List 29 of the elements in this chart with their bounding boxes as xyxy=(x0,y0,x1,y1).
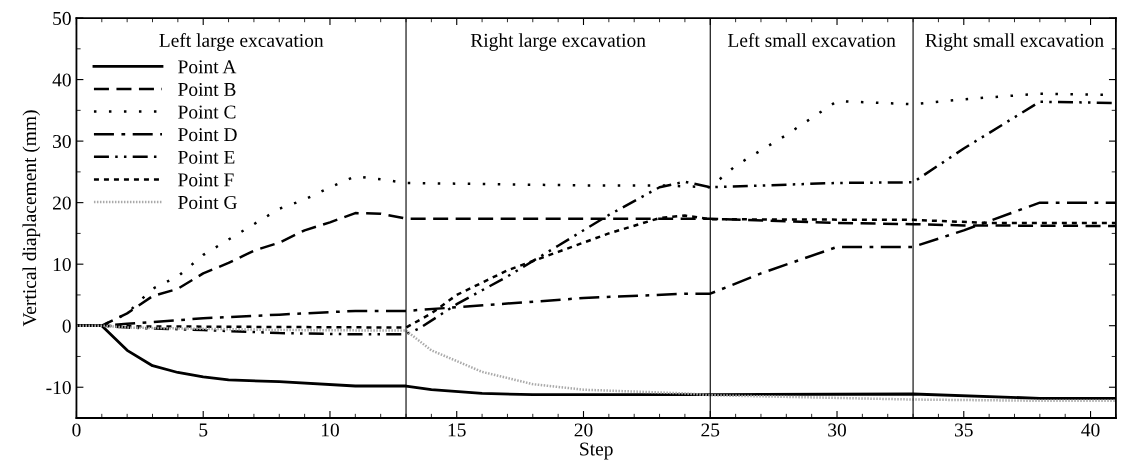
x-tick-label: 30 xyxy=(828,423,846,437)
y-tick-label: -10 xyxy=(46,381,71,395)
y-tick-label: 30 xyxy=(53,134,71,149)
y-axis-title: Vertical diaplacement (mm) xyxy=(22,110,41,327)
x-tick-label: 15 xyxy=(448,423,466,437)
annotation: Left large excavation xyxy=(159,33,324,51)
x-tick-label: 20 xyxy=(574,423,593,437)
x-tick-label: 10 xyxy=(321,423,339,437)
legend-label: Point E xyxy=(178,150,235,164)
y-tick-label: 20 xyxy=(53,196,71,210)
legend-label: Point A xyxy=(178,60,237,74)
x-tick-label: 25 xyxy=(701,423,720,437)
annotation: Right small excavation xyxy=(925,33,1104,51)
y-tick-label: 10 xyxy=(53,257,71,272)
y-tick-label: 50 xyxy=(53,11,71,25)
legend-label: Point F xyxy=(178,173,234,187)
y-tick-label: 40 xyxy=(52,73,71,87)
x-tick-label: 0 xyxy=(72,423,81,437)
x-tick-label: 35 xyxy=(954,423,973,437)
legend-label: Point D xyxy=(178,128,237,142)
legend-label: Point B xyxy=(178,82,236,96)
x-tick-label: 5 xyxy=(199,423,208,437)
x-tick-label: 40 xyxy=(1081,423,1100,437)
annotation: Right large excavation xyxy=(470,33,646,51)
x-axis-title: Step xyxy=(580,442,613,460)
annotation: Left small excavation xyxy=(728,33,896,47)
legend-label: Point C xyxy=(178,105,236,119)
y-tick-label: 0 xyxy=(62,319,71,333)
legend-label: Point G xyxy=(178,195,237,210)
